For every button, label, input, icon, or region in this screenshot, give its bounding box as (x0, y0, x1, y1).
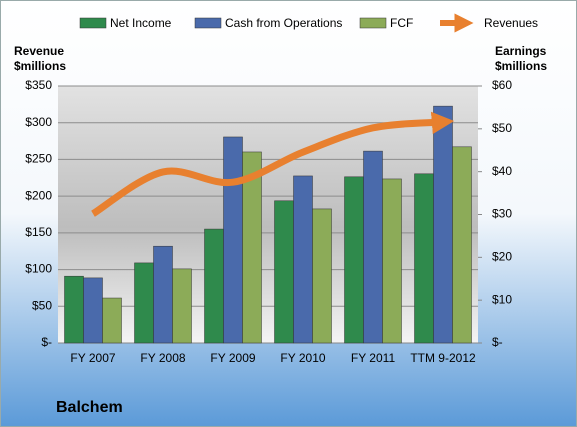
y-tick-label: $250 (25, 152, 52, 166)
chart-title: Balchem (56, 399, 123, 416)
plot-area (58, 86, 478, 343)
y2-tick-label: $30 (492, 207, 512, 221)
y-tick-label: $150 (25, 225, 52, 239)
legend-swatch (79, 17, 107, 29)
revenue-line (91, 111, 455, 217)
bar (153, 245, 173, 344)
y2-tick-label: $60 (492, 78, 512, 92)
bar (312, 208, 332, 344)
bar (204, 228, 224, 344)
bar (274, 200, 294, 344)
legend-label: FCF (390, 16, 413, 30)
y2-tick-label: $10 (492, 292, 512, 306)
x-tick-label: FY 2007 (70, 351, 115, 365)
x-tick-label: FY 2009 (210, 351, 255, 365)
y-tick-label: $200 (25, 188, 52, 202)
y2-axis-title: Earnings (495, 44, 547, 58)
y-tick-label: $50 (32, 298, 52, 312)
x-tick-label: FY 2011 (351, 351, 396, 365)
bar (363, 150, 383, 344)
bar (414, 173, 434, 344)
bar (223, 136, 243, 344)
y2-tick-label: $40 (492, 164, 512, 178)
x-tick-label: FY 2008 (140, 351, 185, 365)
legend-swatch (194, 17, 222, 29)
y2-tick-label: $- (492, 335, 503, 349)
y-tick-label: $- (41, 335, 52, 349)
bar (102, 297, 122, 344)
bar (433, 105, 453, 344)
bar (452, 146, 472, 344)
legend-swatch (359, 17, 387, 29)
bar (64, 275, 84, 344)
bar (382, 178, 402, 344)
bar (172, 268, 192, 344)
legend-label: Revenues (484, 16, 538, 30)
bar (242, 151, 262, 344)
bar (293, 175, 313, 344)
y-tick-label: $350 (25, 78, 52, 92)
y2-tick-label: $50 (492, 121, 512, 135)
y-tick-label: $100 (25, 262, 52, 276)
x-tick-label: FY 2010 (280, 351, 325, 365)
y-tick-label: $300 (25, 115, 52, 129)
legend-label: Cash from Operations (225, 16, 342, 30)
y-axis-title: $millions (14, 59, 66, 73)
y-axis-title: Revenue (14, 44, 64, 58)
bar (83, 277, 103, 344)
y2-tick-label: $20 (492, 250, 512, 264)
bar (344, 176, 364, 344)
x-tick-label: TTM 9-2012 (410, 351, 476, 365)
bar (134, 262, 154, 344)
legend-label: Net Income (110, 16, 172, 30)
y2-axis-title: $millions (495, 59, 547, 73)
